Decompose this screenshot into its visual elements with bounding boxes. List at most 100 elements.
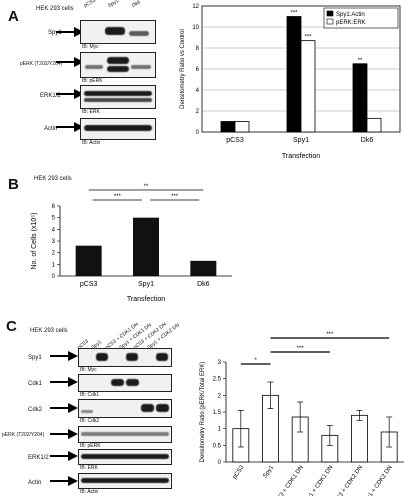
bar (286, 16, 302, 133)
x-tick-label: Spy1 (293, 137, 309, 144)
y-tick-label: 0 (52, 274, 56, 280)
blot-label: Spy1 (48, 30, 62, 36)
ib-label: IB: Cdk1 (80, 392, 100, 398)
legend-swatch (326, 10, 334, 17)
bar (366, 117, 382, 133)
significance-label: *** (304, 35, 312, 41)
panel-a-letter: A (8, 8, 19, 25)
significance-label: *** (326, 332, 334, 338)
legend-label: Spy1:Actin (336, 12, 365, 18)
panel-c-letter: C (6, 318, 17, 335)
ib-label: IB: ERK (80, 465, 98, 471)
significance-label: *** (171, 194, 179, 200)
y-axis-label: No. of Cells (x10⁵) (31, 213, 38, 270)
arrow-icon (56, 27, 84, 37)
legend-label: pERK:ERK (336, 20, 366, 26)
significance-label: ** (144, 184, 149, 190)
y-tick-label: 1 (52, 262, 56, 268)
bar (234, 121, 250, 133)
bar (351, 414, 368, 463)
y-tick-label: 5 (52, 216, 56, 222)
x-axis-label: Transfection (127, 296, 165, 303)
y-axis-label: Densitometry Ratio vs Control (180, 29, 186, 109)
y-tick-label: 12 (192, 4, 199, 10)
x-tick-label: pCS3 + CDK1 DN (272, 465, 305, 496)
arrow-icon (50, 351, 78, 361)
x-tick-label: Dk6 (361, 137, 374, 144)
significance-label: *** (290, 11, 298, 17)
ib-label: IB: Myc (80, 367, 97, 373)
ib-label: IB: Actin (80, 489, 99, 495)
y-tick-label: 0 (218, 460, 222, 466)
significance-label: * (254, 358, 257, 364)
ib-label: IB: pERK (82, 78, 103, 84)
y-tick-label: 10 (192, 25, 199, 31)
x-tick-label: pCS3 (232, 464, 246, 480)
western-blot (78, 348, 172, 367)
arrow-icon (50, 451, 78, 461)
lane-label: Spy1 (107, 0, 120, 10)
panel-b-letter: B (8, 176, 19, 193)
bar (133, 217, 159, 276)
ib-label: IB: Myc (82, 44, 99, 50)
western-blot (78, 449, 172, 465)
ib-label: IB: Cdk2 (80, 418, 100, 424)
bar (352, 63, 368, 133)
blot-label: pERK (T202/Y204) (20, 61, 63, 67)
y-tick-label: 6 (196, 67, 200, 73)
arrow-icon (56, 89, 84, 99)
y-tick-label: 4 (196, 88, 200, 94)
chart-a: 0 2 4 6 8 10 12 pCS3 *** *** Spy1 ** Dk6 Transfection… (180, 4, 401, 160)
western-blot (80, 118, 156, 140)
blot-label: Spy1 (28, 355, 42, 361)
x-tick-label: pCS3 + CDK2 DN (332, 465, 365, 496)
blot-label: pERK (T202/Y204) (2, 432, 45, 438)
x-tick-label: Dk6 (197, 281, 210, 288)
y-tick-label: 2 (52, 251, 56, 257)
arrow-icon (50, 377, 78, 387)
legend-swatch (326, 18, 334, 25)
ib-label: IB: ERK (82, 109, 100, 115)
panel-c-cell-line: HEK 293 cells (30, 328, 68, 334)
blot-label: Cdk2 (28, 407, 43, 413)
x-axis-label: Transfection (282, 153, 320, 160)
x-tick-label: Spy1 (138, 281, 154, 288)
y-tick-label: 1.5 (213, 410, 222, 416)
bar (75, 245, 102, 276)
arrow-icon (50, 429, 78, 439)
y-tick-label: 6 (52, 204, 56, 210)
bar (220, 121, 236, 133)
y-tick-label: 8 (196, 46, 200, 52)
x-tick-label: Spy1 + CDK1 DN (303, 465, 335, 496)
chart-b: 0 1 2 3 4 5 6 pCS3 Spy1 Dk6 Transfection No. of Cel… (31, 184, 232, 303)
significance-label: *** (297, 346, 305, 352)
x-tick-label: Spy1 + CDK2 DN (362, 465, 394, 496)
y-tick-label: 3 (52, 239, 56, 245)
y-axis-label: Densitometry Ratio (pERK/Total ERK) (200, 362, 206, 463)
significance-label: ** (358, 58, 363, 64)
lane-label: pCS3 (83, 0, 97, 10)
x-tick-label: pCS3 (226, 137, 244, 144)
y-tick-label: 0.5 (213, 443, 222, 449)
bar (300, 40, 316, 133)
arrow-icon (50, 403, 78, 413)
western-blot (78, 426, 172, 443)
arrow-icon (56, 57, 84, 67)
x-tick-label: Spy1 (262, 464, 275, 479)
y-tick-label: 2 (196, 109, 200, 115)
x-tick-label: pCS3 (80, 281, 98, 288)
blot-label: ERK1/2 (40, 93, 61, 99)
significance-label: *** (114, 194, 122, 200)
blot-label: ERK1/2 (28, 455, 49, 461)
western-blot (80, 85, 156, 109)
y-tick-label: 0 (196, 130, 200, 136)
arrow-icon (56, 122, 84, 132)
panel-a-cell-line: HEK 293 cells (36, 6, 74, 12)
y-tick-label: 3 (218, 360, 222, 366)
legend-box (323, 7, 399, 29)
y-tick-label: 1 (218, 427, 222, 433)
y-tick-label: 4 (52, 227, 56, 233)
y-tick-label: 2.5 (213, 377, 222, 383)
blot-label: Actin (28, 480, 42, 486)
